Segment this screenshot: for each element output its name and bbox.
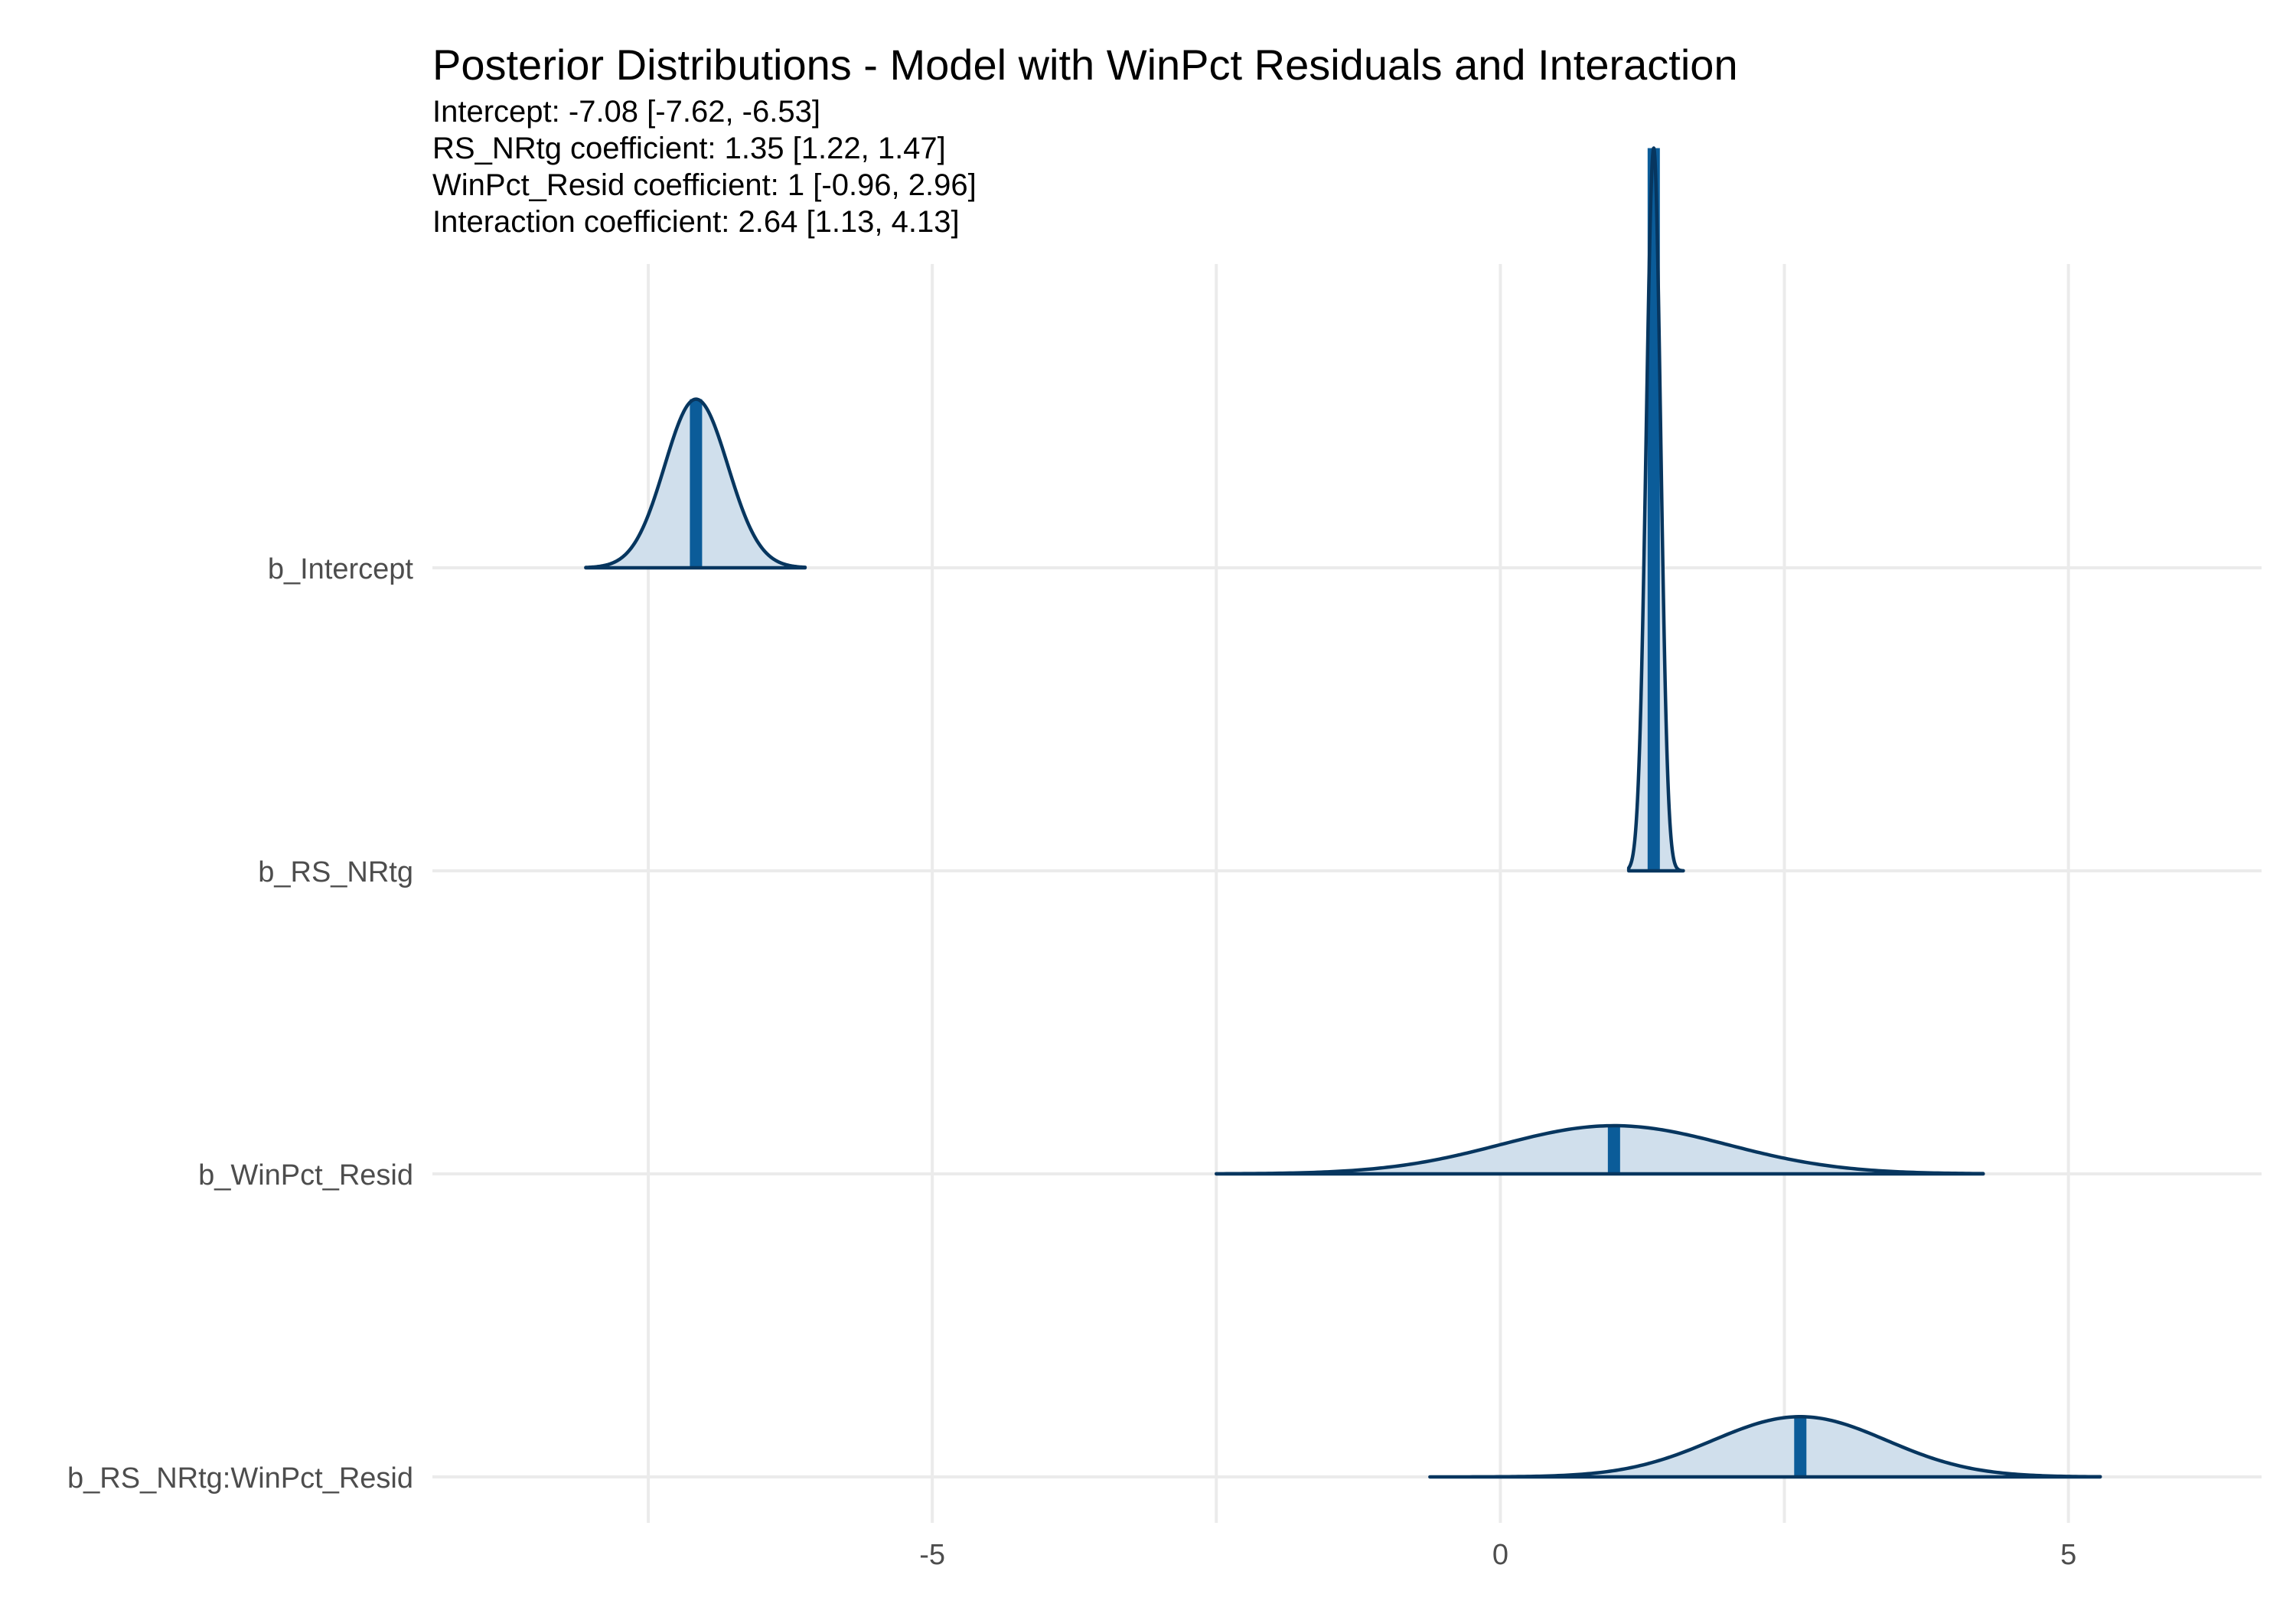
x-tick-label: 5 <box>2060 1539 2076 1571</box>
y-tick-label: b_WinPct_Resid <box>198 1159 413 1191</box>
density-outline <box>1215 1123 1985 1176</box>
y-tick-label: b_RS_NRtg <box>258 856 413 888</box>
density-fill <box>1430 1416 2101 1477</box>
subtitle-rs-nrtg: RS_NRtg coefficient: 1.35 [1.22, 1.47] <box>432 132 946 165</box>
grid-layer <box>432 264 2262 1523</box>
subtitle-interaction: Interaction coefficient: 2.64 [1.13, 4.1… <box>432 205 960 239</box>
density-fill <box>1216 1126 1984 1174</box>
x-tick-label: 0 <box>1492 1539 1508 1571</box>
density-layer <box>584 146 2102 1479</box>
median-bar <box>1607 1126 1620 1174</box>
density-outline <box>1626 146 1685 873</box>
median-bar <box>1647 148 1660 872</box>
x-tick-label: -5 <box>919 1539 945 1571</box>
y-tick-label: b_RS_NRtg:WinPct_Resid <box>67 1462 413 1495</box>
median-bar <box>1794 1416 1807 1477</box>
subtitle-intercept: Intercept: -7.08 [-7.62, -6.53] <box>432 95 820 129</box>
subtitle-winpct-resid: WinPct_Resid coefficient: 1 [-0.96, 2.96… <box>432 168 977 202</box>
label-layer: -5 0 5 b_Intercept b_RS_NRtg b_WinPct_Resid b_… <box>67 553 2076 1571</box>
chart-header: Posterior Distributions - Model with Win… <box>432 37 2193 240</box>
y-tick-label: b_Intercept <box>268 553 414 585</box>
median-bar <box>690 399 703 568</box>
density-outline <box>1428 1415 2102 1479</box>
chart-title: Posterior Distributions - Model with Win… <box>432 41 1738 89</box>
density-outline <box>584 397 807 570</box>
